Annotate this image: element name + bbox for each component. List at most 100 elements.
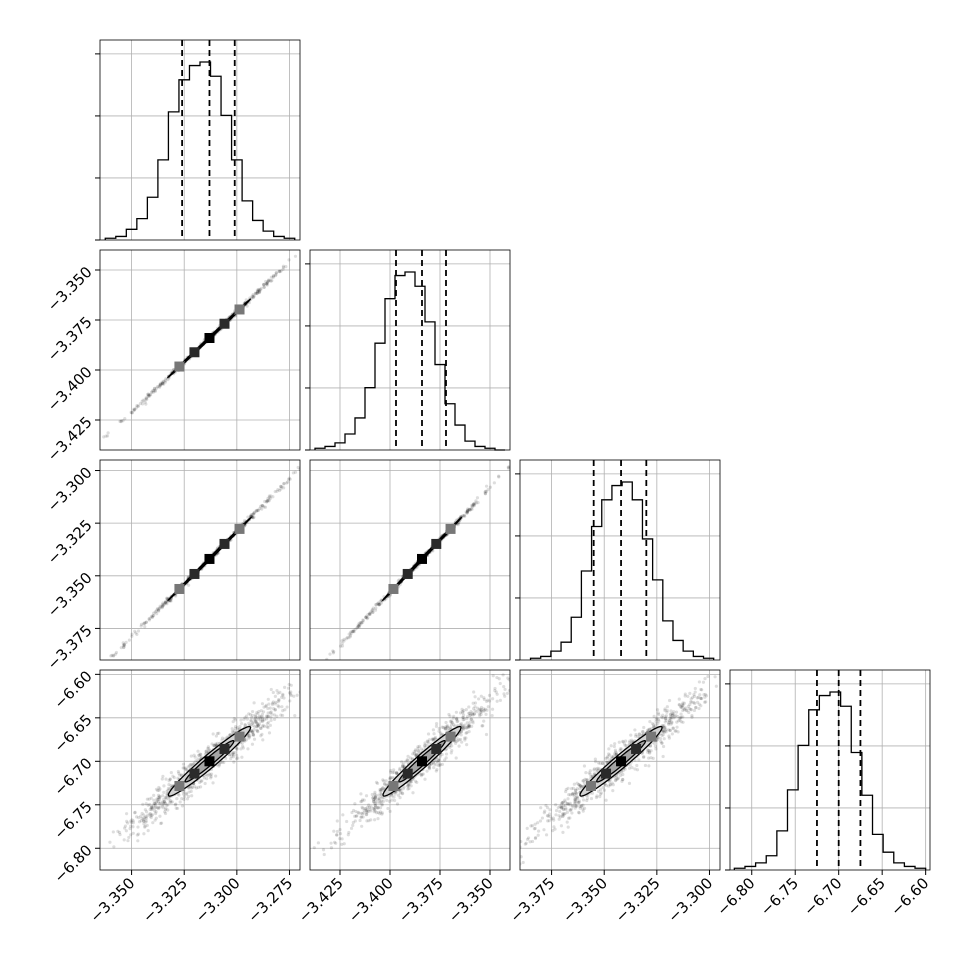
sample-point	[248, 296, 252, 300]
y-tick-label: −6.80	[50, 841, 95, 886]
sample-point	[142, 822, 146, 826]
sample-point	[116, 829, 120, 833]
sample-point	[152, 614, 156, 618]
sample-point	[402, 764, 406, 769]
sample-point	[468, 713, 472, 718]
sample-point	[562, 807, 566, 811]
sample-point	[256, 730, 260, 734]
sample-point	[166, 803, 170, 807]
sample-point	[431, 737, 435, 741]
sample-point	[255, 291, 259, 295]
sample-point	[269, 687, 273, 692]
sample-point	[240, 721, 244, 726]
sample-point	[679, 705, 683, 709]
sample-point	[559, 802, 564, 806]
sample-point	[152, 388, 156, 392]
sample-point	[700, 696, 704, 701]
sample-point	[367, 809, 371, 814]
x-tick-label: −3.325	[139, 874, 191, 926]
density-square	[219, 743, 230, 754]
density-square	[234, 731, 245, 742]
sample-point	[252, 737, 257, 741]
sample-point	[383, 782, 387, 786]
sample-point	[627, 766, 632, 770]
sample-point	[373, 804, 378, 808]
sample-point	[579, 804, 583, 809]
sample-point	[536, 833, 540, 837]
sample-point	[683, 694, 687, 698]
sample-point	[688, 702, 692, 707]
sample-point	[122, 838, 126, 842]
panel-content	[109, 465, 300, 658]
sample-point	[627, 740, 632, 745]
sample-point	[476, 706, 480, 710]
sample-point	[281, 267, 285, 271]
sample-point	[374, 606, 378, 610]
sample-point	[502, 692, 506, 696]
sample-point	[398, 791, 402, 795]
sample-point	[425, 769, 429, 773]
sample-point	[104, 434, 108, 438]
sample-point	[546, 819, 550, 823]
sample-point	[375, 806, 379, 810]
sample-point	[460, 740, 464, 744]
sample-point	[162, 799, 166, 803]
sample-point	[345, 819, 349, 824]
sample-point	[150, 615, 154, 619]
sample-point	[530, 839, 535, 844]
sample-point	[577, 799, 581, 803]
panel-content	[520, 674, 718, 866]
sample-point	[570, 811, 574, 815]
sample-point	[699, 696, 703, 701]
sample-point	[174, 594, 178, 598]
sample-point	[470, 505, 474, 509]
sample-point	[490, 707, 495, 711]
sample-point	[340, 639, 344, 643]
sample-point	[156, 607, 160, 611]
sample-point	[130, 818, 134, 822]
sample-point	[229, 757, 233, 761]
sample-point	[169, 783, 173, 788]
panel-frame	[99, 459, 301, 661]
sample-point	[462, 717, 466, 722]
sample-point	[647, 756, 651, 760]
sample-point	[552, 818, 556, 822]
y-tick-label: −3.425	[44, 413, 96, 465]
sample-point	[360, 812, 364, 816]
sample-point	[182, 795, 187, 799]
sample-point	[606, 752, 611, 756]
sample-point	[548, 808, 552, 812]
sample-point	[579, 785, 584, 789]
sample-point	[432, 732, 436, 736]
sample-point	[164, 377, 168, 381]
sample-point	[526, 836, 531, 840]
sample-point	[255, 724, 259, 728]
sample-point	[282, 486, 286, 490]
sample-point	[354, 809, 358, 814]
sample-point	[352, 630, 356, 634]
sample-point	[268, 278, 272, 282]
sample-point	[251, 512, 255, 516]
sample-point	[648, 744, 653, 748]
sample-point	[261, 504, 265, 508]
sample-point	[209, 774, 213, 779]
sample-point	[251, 295, 256, 300]
sample-point	[365, 805, 370, 809]
sample-point	[364, 808, 368, 812]
sample-point	[360, 798, 365, 802]
sample-point	[270, 712, 274, 716]
sample-point	[427, 738, 432, 742]
sample-point	[704, 700, 708, 704]
sample-point	[404, 760, 408, 764]
sample-point	[464, 726, 469, 730]
sample-point	[670, 720, 674, 724]
panel-content	[312, 673, 510, 857]
sample-point	[479, 712, 483, 716]
sample-point	[199, 755, 203, 759]
sample-point	[487, 693, 492, 697]
sample-point	[139, 624, 143, 628]
sample-point	[656, 736, 660, 740]
sample-point	[406, 784, 410, 788]
sample-point	[543, 809, 547, 813]
sample-point	[687, 707, 691, 711]
